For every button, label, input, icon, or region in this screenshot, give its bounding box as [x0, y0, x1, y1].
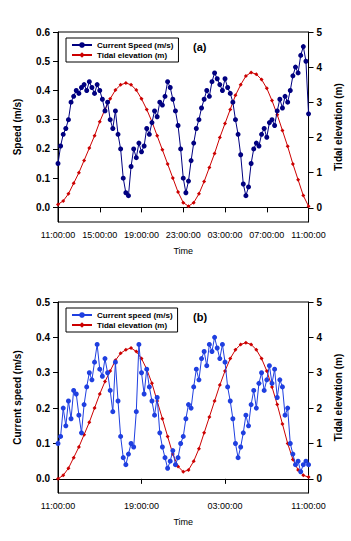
svg-text:23:00:00: 23:00:00	[166, 230, 201, 240]
svg-text:03:00:00: 03:00:00	[208, 230, 243, 240]
svg-text:2: 2	[317, 403, 323, 414]
svg-text:Current speed (m/s): Current speed (m/s)	[12, 350, 23, 444]
svg-text:0.1: 0.1	[36, 438, 50, 449]
svg-text:15:00:00: 15:00:00	[82, 230, 117, 240]
svg-text:Time: Time	[173, 246, 193, 256]
svg-text:5: 5	[317, 27, 323, 38]
svg-text:0.2: 0.2	[36, 143, 50, 154]
svg-text:0.6: 0.6	[36, 27, 50, 38]
svg-text:3: 3	[317, 367, 323, 378]
svg-text:(a): (a)	[193, 41, 207, 53]
svg-text:11:00:00: 11:00:00	[291, 230, 325, 240]
svg-text:Speed (m/s): Speed (m/s)	[12, 99, 23, 156]
svg-text:07:00:00: 07:00:00	[249, 230, 284, 240]
svg-text:11:00:00: 11:00:00	[41, 230, 75, 240]
svg-text:0.3: 0.3	[36, 367, 50, 378]
svg-text:0.4: 0.4	[36, 332, 50, 343]
svg-text:1: 1	[317, 438, 323, 449]
svg-text:5: 5	[317, 297, 323, 308]
svg-text:11:00:00: 11:00:00	[291, 501, 325, 511]
svg-text:0.5: 0.5	[36, 297, 50, 308]
svg-text:1: 1	[317, 167, 323, 178]
svg-text:Current Speed (m/s): Current Speed (m/s)	[97, 41, 174, 50]
svg-text:Tidal elevation (m): Tidal elevation (m)	[97, 51, 167, 60]
svg-text:0: 0	[317, 473, 323, 484]
svg-text:3: 3	[317, 97, 323, 108]
svg-text:2: 2	[317, 132, 323, 143]
svg-text:19:00:00: 19:00:00	[124, 230, 159, 240]
svg-text:19:00:00: 19:00:00	[124, 501, 159, 511]
svg-text:Tidal elevation (m): Tidal elevation (m)	[97, 321, 167, 330]
svg-text:0.1: 0.1	[36, 173, 50, 184]
svg-text:0.4: 0.4	[36, 85, 50, 96]
svg-text:0.3: 0.3	[36, 114, 50, 125]
svg-text:0.5: 0.5	[36, 56, 50, 67]
svg-text:4: 4	[317, 332, 323, 343]
svg-text:11:00:00: 11:00:00	[41, 501, 75, 511]
svg-text:0.2: 0.2	[36, 403, 50, 414]
svg-text:0.0: 0.0	[36, 473, 50, 484]
svg-text:Time: Time	[173, 517, 193, 527]
svg-text:0: 0	[317, 202, 323, 213]
svg-text:(b): (b)	[193, 311, 207, 323]
svg-text:0.0: 0.0	[36, 202, 50, 213]
svg-text:Tidal elevation (m): Tidal elevation (m)	[333, 83, 344, 171]
svg-text:03:00:00: 03:00:00	[208, 501, 243, 511]
svg-text:4: 4	[317, 62, 323, 73]
svg-text:Tidal elevation (m): Tidal elevation (m)	[333, 354, 344, 442]
svg-text:Current speed (m/s): Current speed (m/s)	[97, 311, 173, 320]
